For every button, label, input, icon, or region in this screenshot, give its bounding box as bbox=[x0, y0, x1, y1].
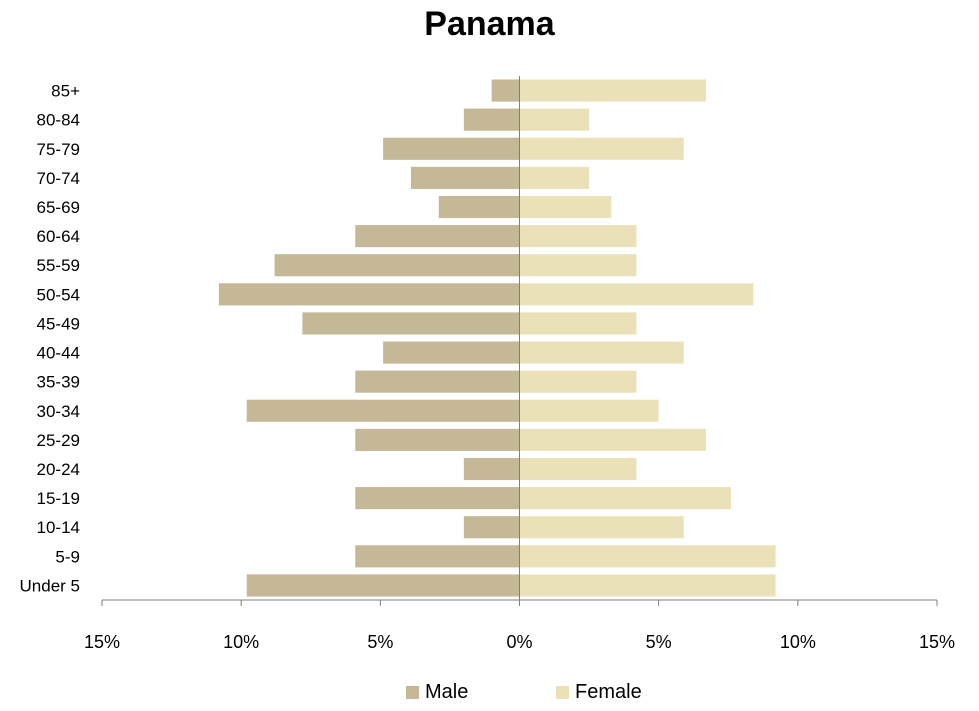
category-label: 85+ bbox=[51, 82, 80, 101]
male-bar-75-79 bbox=[383, 137, 520, 160]
category-label: 30-34 bbox=[37, 402, 80, 421]
x-tick-label: 5% bbox=[646, 632, 672, 652]
category-label: Under 5 bbox=[20, 576, 80, 595]
male-bar-55-59 bbox=[274, 254, 520, 277]
female-bar-25-29 bbox=[519, 428, 706, 451]
female-bar-5-9 bbox=[519, 545, 776, 568]
x-tick-label: 0% bbox=[506, 632, 532, 652]
male-bar-under-5 bbox=[246, 574, 520, 597]
female-bar-85+ bbox=[519, 79, 706, 102]
male-bar-30-34 bbox=[246, 399, 520, 422]
x-tick-label: 5% bbox=[367, 632, 393, 652]
male-bar-85+ bbox=[491, 79, 520, 102]
female-bar-60-64 bbox=[519, 225, 637, 248]
male-bar-35-39 bbox=[355, 370, 520, 393]
legend-swatch bbox=[556, 686, 569, 699]
category-label: 25-29 bbox=[37, 431, 80, 450]
female-bar-50-54 bbox=[519, 283, 754, 306]
male-bar-5-9 bbox=[355, 545, 520, 568]
x-tick-label: 15% bbox=[919, 632, 955, 652]
female-bar-70-74 bbox=[519, 166, 590, 189]
male-bar-60-64 bbox=[355, 225, 520, 248]
category-label: 15-19 bbox=[37, 489, 80, 508]
category-label: 5-9 bbox=[55, 547, 80, 566]
female-bar-80-84 bbox=[519, 108, 590, 131]
male-bar-40-44 bbox=[383, 341, 520, 364]
male-bar-70-74 bbox=[410, 166, 520, 189]
category-label: 40-44 bbox=[37, 344, 80, 363]
male-bar-25-29 bbox=[355, 428, 520, 451]
legend-label: Female bbox=[575, 681, 642, 703]
male-bar-45-49 bbox=[302, 312, 520, 335]
female-bar-65-69 bbox=[519, 195, 612, 219]
bars-layer bbox=[218, 79, 776, 597]
category-label: 60-64 bbox=[37, 227, 80, 246]
female-bar-40-44 bbox=[519, 341, 684, 364]
x-tick-label: 15% bbox=[84, 632, 120, 652]
category-label: 75-79 bbox=[37, 140, 80, 159]
legend-swatch bbox=[406, 686, 419, 699]
female-bar-30-34 bbox=[519, 399, 659, 422]
category-label: 80-84 bbox=[37, 111, 80, 130]
male-bar-50-54 bbox=[218, 283, 520, 306]
female-bar-45-49 bbox=[519, 312, 637, 335]
female-bar-under-5 bbox=[519, 574, 776, 597]
legend: Male Female bbox=[0, 681, 979, 711]
category-label: 45-49 bbox=[37, 314, 80, 333]
female-bar-10-14 bbox=[519, 516, 684, 539]
category-label: 35-39 bbox=[37, 373, 80, 392]
chart-title: Panama bbox=[424, 5, 555, 43]
male-bar-20-24 bbox=[463, 457, 520, 481]
category-label: 50-54 bbox=[37, 285, 80, 304]
female-bar-15-19 bbox=[519, 487, 732, 510]
female-bar-20-24 bbox=[519, 457, 637, 481]
legend-label: Male bbox=[425, 681, 469, 703]
category-label: 65-69 bbox=[37, 198, 80, 217]
female-bar-55-59 bbox=[519, 254, 637, 277]
male-bar-80-84 bbox=[463, 108, 520, 131]
male-bar-15-19 bbox=[355, 487, 520, 510]
x-tick-label: 10% bbox=[780, 632, 816, 652]
legend-item-female: Female bbox=[556, 681, 642, 704]
category-labels: Under 5 5-9 10-14 15-19 20-24 25-29 30-34 35-39… bbox=[20, 82, 81, 596]
female-bar-35-39 bbox=[519, 370, 637, 393]
category-label: 55-59 bbox=[37, 256, 80, 275]
male-bar-10-14 bbox=[463, 516, 520, 539]
female-bar-75-79 bbox=[519, 137, 684, 160]
category-label: 20-24 bbox=[37, 460, 80, 479]
category-label: 10-14 bbox=[37, 518, 80, 537]
category-label: 70-74 bbox=[37, 169, 80, 188]
male-bar-65-69 bbox=[438, 195, 520, 219]
legend-item-male: Male bbox=[406, 681, 468, 704]
x-ticks: 15% 10% 5% 0% 5% 10% 15% bbox=[84, 600, 955, 652]
x-tick-label: 10% bbox=[223, 632, 259, 652]
